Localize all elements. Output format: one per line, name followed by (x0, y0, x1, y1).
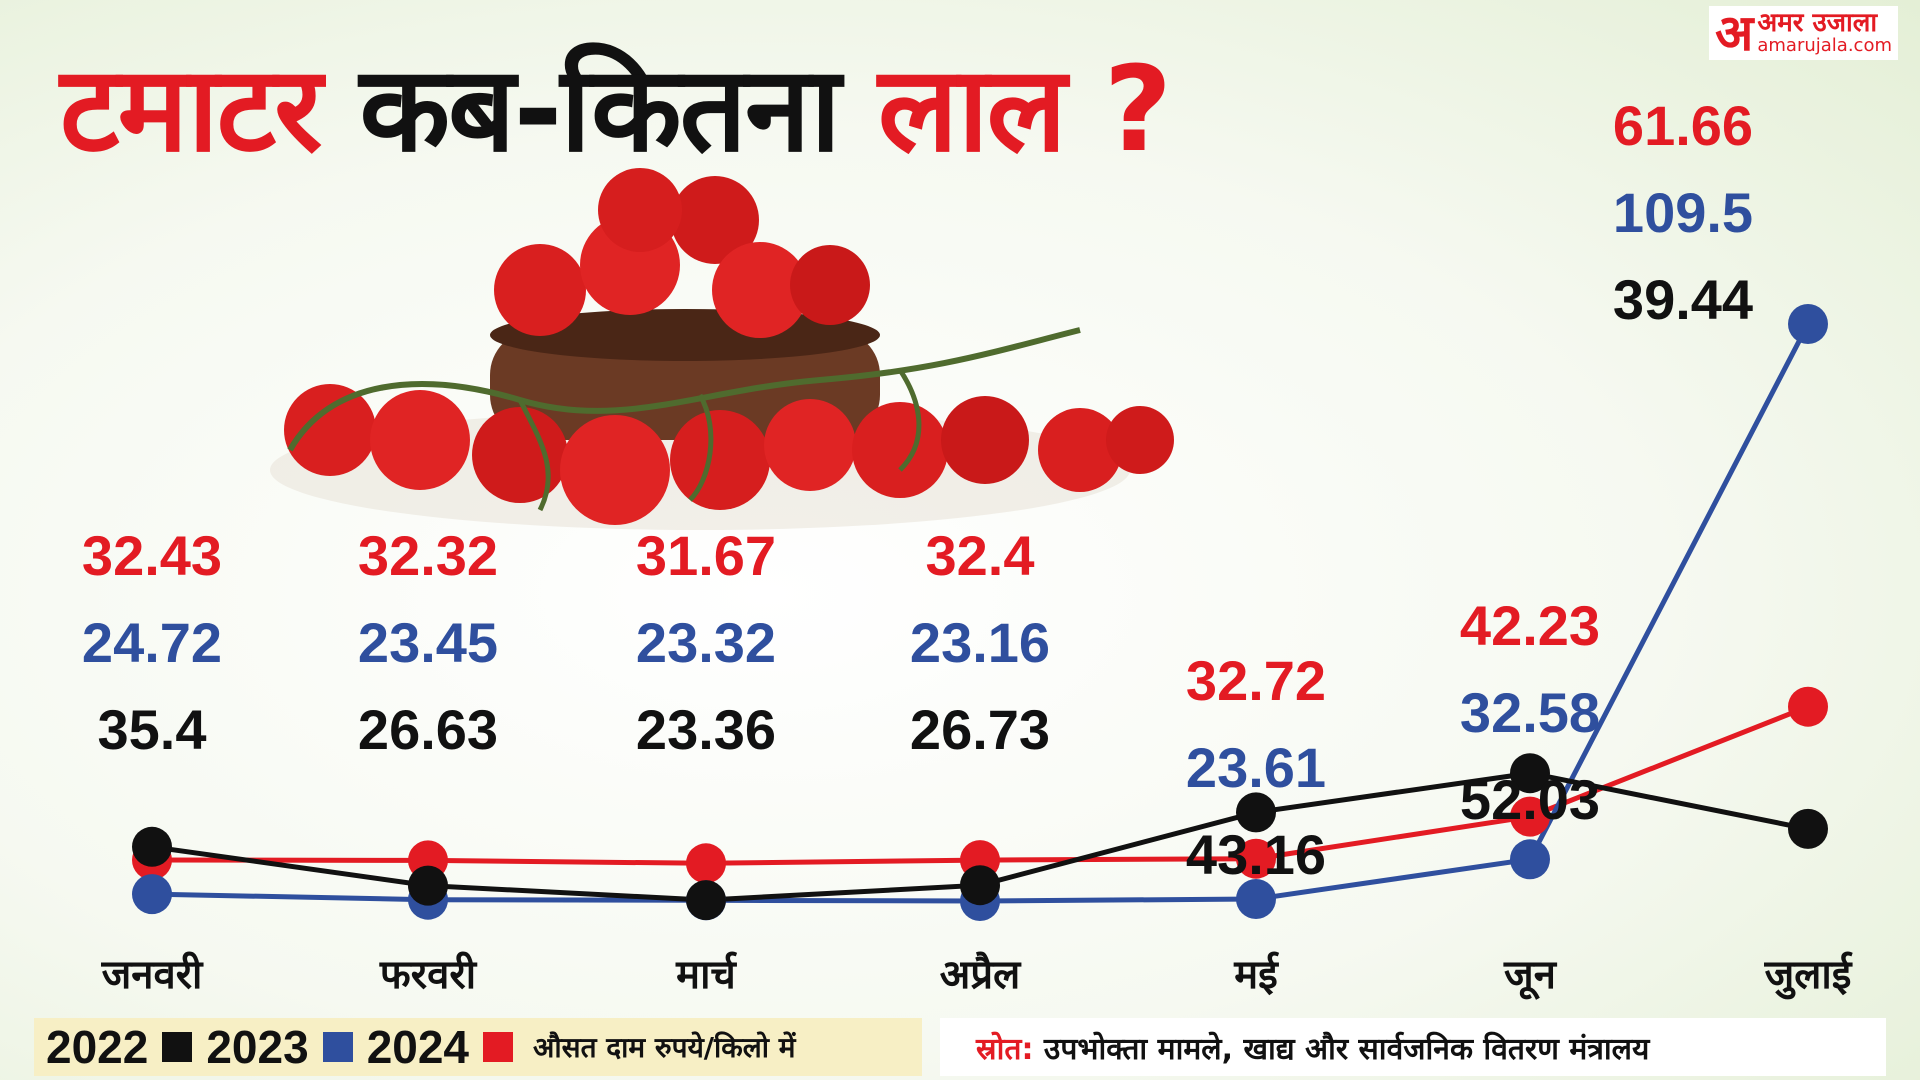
data-label-2023-0: 24.72 (82, 611, 222, 674)
point-2022-3 (960, 865, 1000, 906)
data-label-2023-1: 23.45 (358, 611, 498, 674)
amar-ujala-logo-icon: अ (1715, 4, 1754, 62)
x-tick-label: फरवरी (379, 951, 478, 998)
data-label-2023-6: 109.5 (1613, 181, 1753, 244)
data-label-2022-5: 52.03 (1460, 768, 1600, 831)
brand-text: अमर उजाला amarujala.com (1757, 7, 1892, 57)
tomato-illustration (270, 168, 1174, 530)
point-2024-2 (686, 843, 726, 884)
legend: 2022 2023 2024 औसत दाम रुपये/किलो में (34, 1018, 922, 1076)
point-2023-4 (1236, 879, 1276, 919)
x-tick-label: जुलाई (1764, 951, 1854, 1000)
point-2024-4 (1236, 838, 1276, 879)
brand-name: अमर उजाला (1757, 7, 1878, 38)
title-part-1: टमाटर (60, 40, 322, 178)
data-label-2022-1: 26.63 (358, 698, 498, 761)
data-label-2022-4: 43.16 (1186, 823, 1326, 886)
brand-url: amarujala.com (1757, 35, 1892, 57)
data-label-2022-0: 35.4 (98, 698, 207, 761)
point-2022-6 (1788, 808, 1828, 849)
point-2022-0 (132, 826, 172, 867)
data-label-2024-0: 32.43 (82, 524, 222, 587)
legend-label-2024: 2024 (366, 1021, 470, 1073)
data-label-2024-1: 32.32 (358, 524, 498, 587)
data-label-2022-2: 23.36 (636, 698, 776, 761)
data-label-2023-5: 32.58 (1460, 681, 1600, 744)
point-2023-6 (1788, 304, 1828, 344)
legend-label-2023: 2023 (206, 1021, 309, 1073)
data-label-2023-3: 23.16 (910, 611, 1050, 674)
title-part-2: कब-कितना (359, 40, 840, 178)
data-label-2024-2: 31.67 (636, 524, 776, 587)
point-2023-0 (132, 874, 172, 915)
point-2022-5 (1510, 753, 1550, 794)
legend-swatch-2023 (322, 1032, 353, 1062)
point-2023-5 (1510, 839, 1550, 880)
source-note: स्रोत: उपभोक्ता मामले, खाद्य और सार्वजनि… (940, 1018, 1886, 1076)
data-label-2023-2: 23.32 (636, 611, 776, 674)
x-tick-label: मार्च (675, 951, 738, 998)
x-tick-label: अप्रैल (940, 951, 1022, 998)
data-label-2024-6: 61.66 (1613, 94, 1753, 157)
legend-note: औसत दाम रुपये/किलो में (533, 1031, 796, 1064)
source-label: स्रोत: (976, 1031, 1034, 1067)
point-2022-1 (408, 865, 448, 906)
x-tick-label: मई (1233, 951, 1280, 998)
brand-logo: अ अमर उजाला amarujala.com (1709, 6, 1898, 60)
legend-swatch-2022 (162, 1032, 193, 1062)
data-label-2024-3: 32.4 (926, 524, 1035, 587)
point-2022-2 (686, 880, 726, 921)
title-part-3: लाल ? (878, 40, 1172, 178)
point-2024-5 (1510, 796, 1550, 837)
point-2022-4 (1236, 792, 1276, 833)
x-tick-label: जून (1503, 952, 1558, 1000)
data-label-2022-3: 26.73 (910, 698, 1050, 761)
x-tick-label: जनवरी (101, 951, 204, 998)
point-2024-6 (1788, 686, 1828, 727)
legend-label-2022: 2022 (46, 1021, 149, 1073)
legend-swatch-2024 (483, 1032, 514, 1062)
data-label-2023-4: 23.61 (1186, 736, 1326, 799)
data-label-2024-4: 32.72 (1186, 649, 1326, 712)
data-label-2022-6: 39.44 (1613, 268, 1753, 331)
data-label-2024-5: 42.23 (1460, 594, 1600, 657)
page-title: टमाटर कब-कितना लाल ? (60, 47, 1172, 172)
source-text: उपभोक्ता मामले, खाद्य और सार्वजनिक वितरण… (1043, 1031, 1650, 1067)
